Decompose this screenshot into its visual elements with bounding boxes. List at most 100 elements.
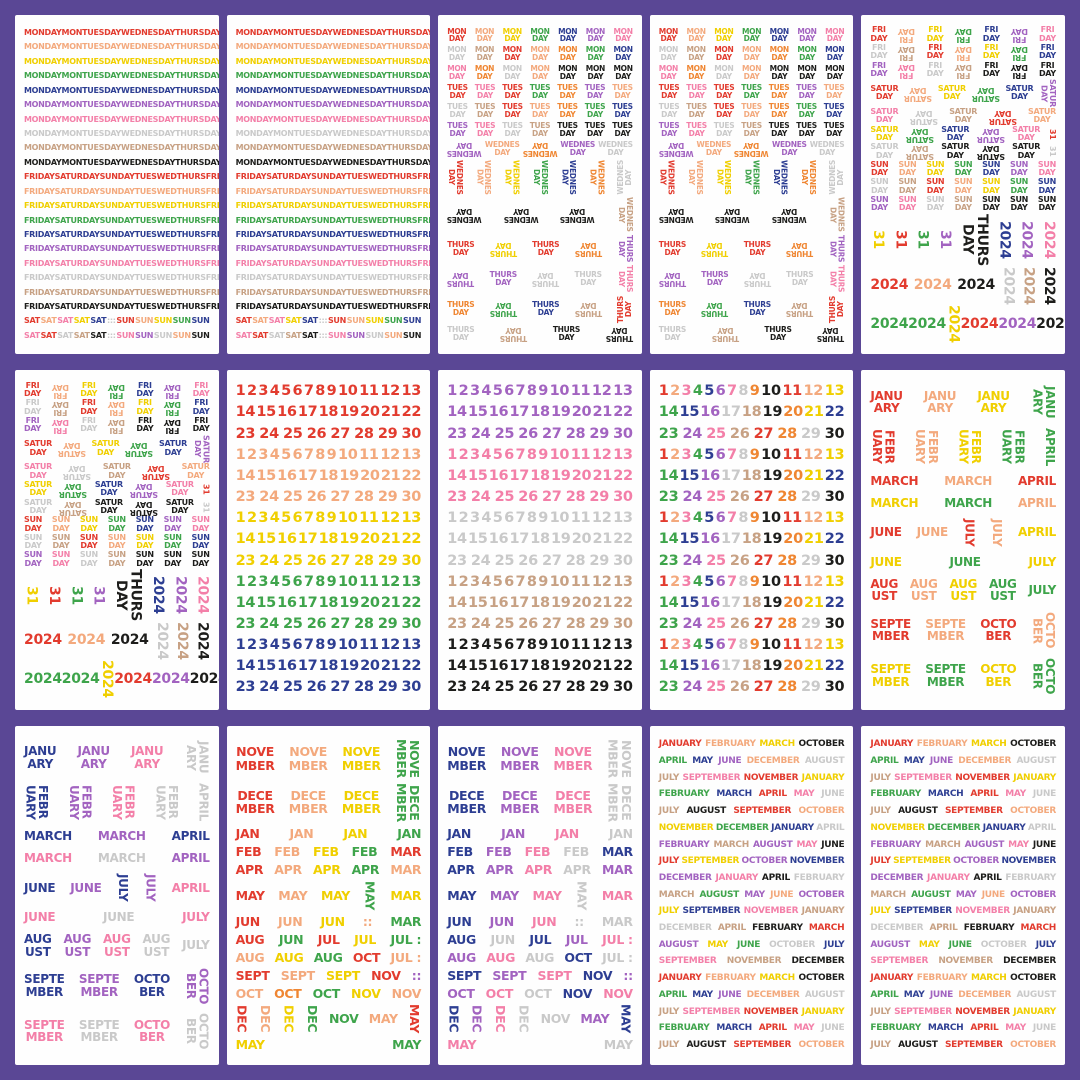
sticker-token: JUN	[278, 913, 303, 929]
sticker-token: WEDNESDAY	[121, 28, 176, 38]
sticker-token: DEC	[469, 1005, 485, 1033]
sticker-token: 2	[246, 383, 257, 400]
sticker-token: 7	[727, 573, 737, 590]
sticker-token: JUNE	[929, 755, 953, 766]
sticker-token: 16	[488, 467, 509, 484]
sticker-token: SAT	[235, 330, 252, 340]
sticker-token: JUL	[529, 931, 552, 947]
sticker-token: 22	[613, 467, 633, 484]
sticker-token: 30	[824, 489, 845, 506]
sticker-row: JUNE JUNE JULY	[870, 551, 1056, 573]
sticker-token: FRIDAY	[24, 229, 55, 239]
sticker-token: 17	[721, 594, 741, 611]
sticker-token: FRI	[205, 229, 219, 239]
sticker-token: APR	[312, 861, 341, 877]
sticker-token: THURS	[176, 186, 206, 196]
sticker-token: APR	[351, 861, 380, 877]
sticker-token: SEPT	[447, 967, 482, 983]
sticker-token: 26	[729, 425, 750, 442]
sticker-row: MONDAY MON TUESDAY WEDNESDAY THURSDAY	[24, 26, 219, 40]
sticker-token: NOV	[603, 985, 633, 1001]
sticker-row: THURS DAY THURS DAY THURS DAY THURS DAY THURS DAY	[659, 234, 846, 264]
sticker-token: 1	[447, 446, 457, 463]
sticker-token: 26	[518, 489, 538, 506]
sticker-token: MONDAY	[235, 100, 274, 110]
sticker-token: 7	[515, 446, 526, 463]
sticker-row: 1 2 3 4 5 6 7 8 9 10 11 12 13	[236, 508, 422, 529]
sticker-token: JANUARY	[1013, 1006, 1056, 1017]
sticker-token: DECEMBER	[746, 755, 800, 766]
sticker-token: FEB	[235, 843, 262, 859]
sticker-token: TUES	[134, 229, 157, 239]
sticker-token: TUES	[346, 201, 369, 211]
sticker-token: 14	[447, 467, 467, 484]
sticker-token: 19	[550, 594, 571, 611]
sticker-token: 2024	[1000, 266, 1017, 305]
sticker-token: 18	[318, 531, 339, 548]
sticker-row: JANUARY FEBRUARY MARCH OCTOBER	[870, 971, 1056, 988]
sticker-token: 13	[401, 573, 422, 590]
sticker-token: 31	[90, 585, 107, 605]
sticker-row: MONDAY MON TUESDAY WEDNESDAY THURSDAY	[236, 84, 431, 98]
sticker-token: 30	[401, 679, 422, 696]
sticker-token: 23	[235, 489, 256, 506]
sticker-token: WED	[368, 229, 389, 239]
sticker-token: 14	[447, 658, 467, 675]
sticker-token: APRIL	[171, 880, 210, 895]
sticker-token: THURS	[176, 172, 206, 182]
sticker-token: SUNDAY	[99, 215, 135, 225]
sticker-row: MARCH MARCH APRIL	[24, 848, 210, 870]
sticker-token: MONDAY	[24, 143, 62, 153]
sticker-row: SUN DAY SUN DAY SUN DAY SUN DAY SUN DAY SUN DAY SUN D…	[24, 515, 210, 534]
sticker-token: 25	[283, 616, 303, 633]
sticker-token: 17	[297, 594, 318, 611]
sticker-row: WEDNES DAY WEDNES DAY WEDNES DAY WEDNES DAY WEDN…	[659, 158, 845, 196]
sticker-token: 15	[467, 531, 488, 548]
sticker-token: 8	[526, 446, 537, 463]
sticker-token: THURS	[388, 302, 418, 312]
sticker-token: MONDAY	[24, 71, 62, 81]
sticker-token: APRIL	[1018, 474, 1056, 488]
sticker-token: 22	[613, 531, 633, 548]
sticker-row: DECEMBER JANUARY APRIL FEBRUARY	[870, 870, 1056, 887]
sticker-token: 29	[801, 489, 821, 506]
sticker-token: FRIDAY	[235, 287, 267, 297]
sticker-token: FRIDAY	[24, 244, 55, 254]
sticker-token: 6	[292, 383, 303, 400]
sticker-row: 14 15 16 17 18 19 20 21 22	[236, 593, 422, 614]
sticker-token: 21	[592, 531, 613, 548]
sticker-sheet-numbers-warm: 1 2 3 4 5 6 7 8 9 10 11 12 13 14 15 16 17 18 19 20 21 22 23 24 2…	[226, 370, 431, 710]
sticker-token: 11	[782, 510, 802, 527]
sticker-token: 1	[658, 573, 669, 590]
sticker-row: JANUARY FEBRUARY MARCH OCTOBER	[659, 971, 845, 988]
sticker-token: FRI	[205, 258, 219, 268]
sticker-token: THURS	[176, 258, 206, 268]
sticker-token: 24	[259, 616, 279, 633]
sticker-token: 24	[259, 489, 279, 506]
sticker-row: JANU ARY JANU ARY JANU ARY JANU ARY	[24, 737, 211, 779]
sticker-token: 7	[727, 446, 737, 463]
sticker-row: TUES DAY TUES DAY TUES DAY TUES DAY TUES DAY TUES D…	[659, 120, 845, 139]
sticker-token: MAY	[955, 889, 977, 900]
sticker-token: NOVEMBER	[743, 1006, 799, 1017]
